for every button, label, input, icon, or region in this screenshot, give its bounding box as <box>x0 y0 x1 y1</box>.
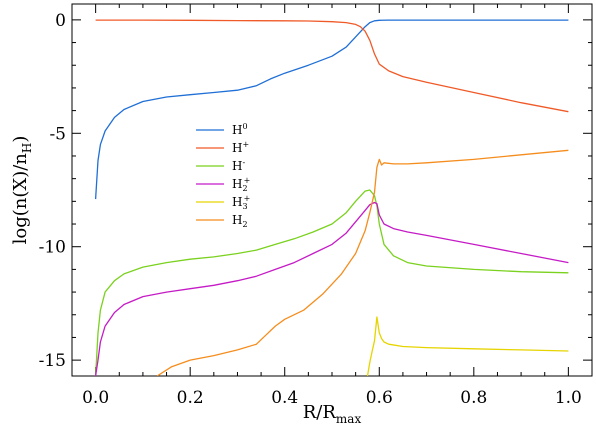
legend-entry-2: H- <box>232 158 245 173</box>
series-lines <box>94 19 569 376</box>
series-line-5 <box>156 149 569 376</box>
legend-entry-name: H <box>232 159 242 173</box>
y-tick-label: -10 <box>39 238 66 258</box>
x-tick-label: 1.0 <box>555 388 582 408</box>
x-tick-label: 0.0 <box>82 388 109 408</box>
y-tick-labels: 0 -5 -10 -15 <box>39 11 66 371</box>
y-axis-label: log(n(X)/nH) <box>10 136 34 245</box>
series-line-4 <box>366 316 569 376</box>
x-tick-label: 0.6 <box>366 388 393 408</box>
x-tick-labels: 0.0 0.2 0.4 0.6 0.8 1.0 <box>82 388 582 408</box>
legend-entry-sub: 2 <box>242 184 247 193</box>
legend-entry-sub: 2 <box>242 220 247 229</box>
x-axis-label: R/Rmax <box>303 402 362 426</box>
legend-entry-4: H3+ <box>232 194 250 211</box>
axis-ticks <box>72 4 592 376</box>
legend: H0H+H-H2+H3+H2 <box>196 122 250 229</box>
x-tick-label: 0.4 <box>271 388 298 408</box>
legend-entry-name: H <box>232 141 242 155</box>
y-tick-label: -15 <box>39 351 66 371</box>
legend-entry-1: H+ <box>232 140 249 155</box>
x-tick-label: 0.2 <box>177 388 204 408</box>
legend-entry-sup: + <box>244 176 251 185</box>
series-line-0 <box>94 19 569 200</box>
x-axis-label-sub: max <box>336 412 362 426</box>
y-axis-label-main: log(n(X)/n <box>10 153 31 245</box>
legend-entry-name: H <box>232 195 242 209</box>
legend-entry-sup: 0 <box>242 122 247 131</box>
legend-entry-3: H2+ <box>232 176 250 193</box>
legend-entry-0: H0 <box>232 122 248 137</box>
legend-entry-name: H <box>232 123 242 137</box>
legend-entry-5: H2 <box>232 213 248 229</box>
legend-entry-name: H <box>232 213 242 227</box>
legend-entry-sub: 3 <box>242 202 247 211</box>
legend-entry-name: H <box>232 177 242 191</box>
legend-entry-sup: + <box>242 140 249 149</box>
series-line-3 <box>94 201 569 376</box>
legend-entry-sup: - <box>242 158 245 167</box>
y-axis-label-sub: H <box>20 143 34 153</box>
y-tick-label: 0 <box>55 11 66 31</box>
legend-entry-sup: + <box>244 194 251 203</box>
y-axis-label-close: ) <box>10 136 31 143</box>
series-line-1 <box>95 19 569 113</box>
series-line-2 <box>94 189 569 376</box>
x-tick-label: 0.8 <box>460 388 487 408</box>
plot-frame <box>71 3 593 377</box>
y-tick-label: -5 <box>49 124 66 144</box>
x-axis-label-main: R/R <box>303 402 337 423</box>
